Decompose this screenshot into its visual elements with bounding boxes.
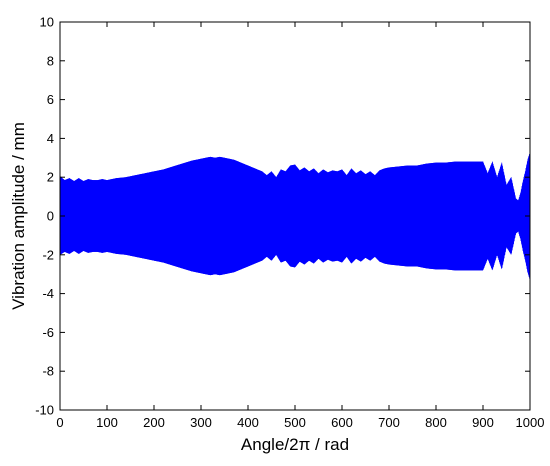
x-tick-label: 400 [237,415,259,430]
x-tick-label: 700 [378,415,400,430]
y-tick-label: -8 [42,364,54,379]
x-tick-label: 500 [284,415,306,430]
x-tick-label: 600 [331,415,353,430]
x-tick-label: 200 [143,415,165,430]
y-tick-label: 8 [47,53,54,68]
x-axis: 0 100 200 300 400 500 600 700 800 900 1000 [56,22,544,430]
x-tick-label: 800 [425,415,447,430]
y-tick-label: 0 [47,209,54,224]
y-tick-label: -6 [42,325,54,340]
y-tick-label: 10 [40,15,54,30]
y-tick-label: -4 [42,286,54,301]
y-axis: 10 8 6 4 2 0 -2 -4 -6 -8 -10 [35,15,530,418]
y-tick-label: 4 [47,131,54,146]
x-axis-title: Angle/2π / rad [241,435,349,454]
x-tick-label: 1000 [516,415,545,430]
x-tick-label: 300 [190,415,212,430]
y-tick-label: 6 [47,92,54,107]
y-axis-title: Vibration amplitude / mm [9,122,28,310]
plot-area [59,151,531,281]
x-tick-label: 100 [96,415,118,430]
y-tick-label: -10 [35,403,54,418]
x-tick-label: 900 [472,415,494,430]
y-tick-label: 2 [47,170,54,185]
vibration-signal-oscillation [59,151,531,279]
x-tick-label: 0 [56,415,63,430]
y-tick-label: -2 [42,247,54,262]
